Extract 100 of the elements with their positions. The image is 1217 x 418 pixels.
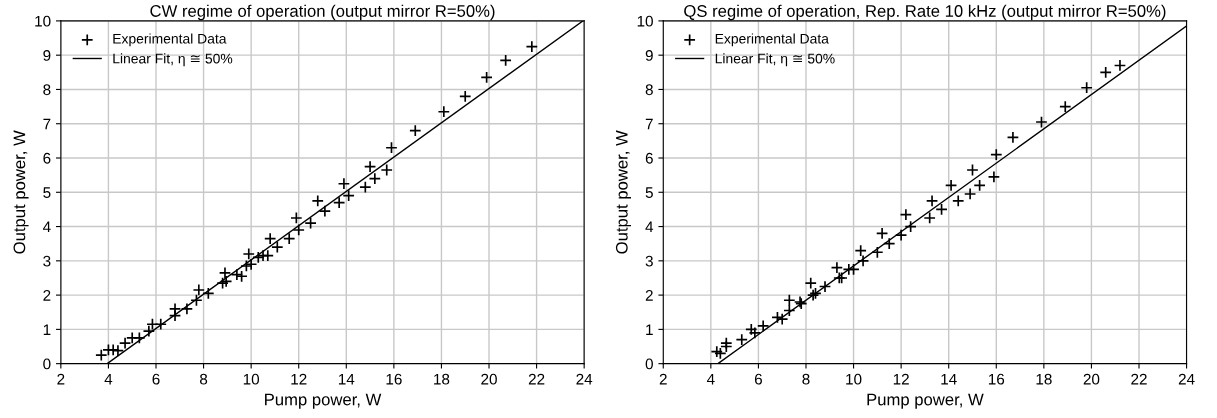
y-tick-label: 8 xyxy=(645,84,653,96)
point xyxy=(875,227,889,240)
y-tick-label: 4 xyxy=(42,221,51,233)
point xyxy=(337,177,351,190)
x-tick-label: 16 xyxy=(988,373,1005,385)
point xyxy=(745,323,758,336)
y-tick-label: 6 xyxy=(645,152,653,164)
point xyxy=(480,71,493,84)
point xyxy=(282,232,296,245)
point xyxy=(168,302,182,316)
point xyxy=(804,276,817,290)
point xyxy=(923,211,936,225)
y-tick-label: 2 xyxy=(43,289,51,301)
point xyxy=(952,194,965,208)
y-tick-label: 8 xyxy=(43,84,51,96)
point xyxy=(202,287,215,300)
x-axis-title: Pump power, W xyxy=(265,393,382,409)
point xyxy=(133,331,146,345)
legend-label: Experimental Data xyxy=(715,33,829,47)
y-tick-label: 10 xyxy=(637,15,653,27)
y-tick-label: 0 xyxy=(645,358,653,370)
point xyxy=(973,179,986,192)
point xyxy=(1113,59,1127,72)
point xyxy=(292,223,305,237)
point xyxy=(883,237,896,250)
y-tick-label: 0 xyxy=(43,358,51,370)
x-tick-label: 16 xyxy=(386,373,402,385)
point xyxy=(192,283,206,297)
point xyxy=(218,266,232,280)
point xyxy=(180,302,194,316)
y-tick-label: 4 xyxy=(645,221,654,233)
x-tick-label: 24 xyxy=(576,373,593,385)
x-tick-label: 4 xyxy=(706,373,715,385)
point xyxy=(261,249,275,262)
point xyxy=(830,261,844,274)
y-tick-label: 3 xyxy=(645,255,653,267)
point xyxy=(263,232,277,245)
point xyxy=(944,179,958,192)
y-tick-label: 5 xyxy=(43,187,51,198)
x-tick-label: 22 xyxy=(528,373,545,385)
point xyxy=(710,345,723,358)
point xyxy=(409,124,422,137)
x-tick-label: 8 xyxy=(199,373,208,385)
x-tick-label: 20 xyxy=(1083,373,1100,385)
point xyxy=(190,294,203,307)
y-tick-label: 3 xyxy=(43,255,51,267)
y-tick-label: 7 xyxy=(645,118,653,130)
y-axis-title: Output power, W xyxy=(615,130,631,254)
point xyxy=(437,105,451,118)
x-tick-label: 4 xyxy=(104,373,113,385)
point xyxy=(899,208,913,221)
point xyxy=(1080,81,1093,94)
point xyxy=(854,244,867,257)
point xyxy=(856,254,870,268)
chart-title: CW regime of operation (output mirror R=50%) xyxy=(150,4,495,21)
point xyxy=(818,280,832,293)
point xyxy=(242,247,255,261)
x-tick-label: 6 xyxy=(152,373,160,385)
point xyxy=(154,318,167,331)
point xyxy=(230,268,244,281)
point xyxy=(311,194,324,208)
point xyxy=(990,148,1003,161)
x-tick-label: 2 xyxy=(659,373,667,385)
point xyxy=(735,333,748,346)
point xyxy=(1006,131,1020,144)
x-tick-label: 18 xyxy=(434,373,450,385)
point xyxy=(1059,100,1072,113)
point xyxy=(359,180,372,194)
point xyxy=(318,204,332,218)
point xyxy=(963,187,977,201)
x-tick-label: 12 xyxy=(291,373,307,385)
point xyxy=(459,90,472,103)
point xyxy=(332,196,346,209)
legend-label: Linear Fit, η ≅ 50% xyxy=(715,53,835,67)
y-tick-label: 9 xyxy=(43,50,51,61)
point xyxy=(342,189,355,202)
point xyxy=(935,203,948,216)
y-tick-label: 2 xyxy=(645,289,653,301)
x-tick-label: 24 xyxy=(1178,373,1195,385)
legend-label: Linear Fit, η ≅ 50% xyxy=(113,53,233,67)
x-tick-label: 14 xyxy=(338,373,355,385)
point xyxy=(871,246,884,259)
x-axis-title: Pump power, W xyxy=(867,393,984,409)
point xyxy=(380,163,393,177)
point xyxy=(235,270,248,283)
point xyxy=(304,216,317,230)
y-tick-label: 7 xyxy=(43,118,51,130)
point xyxy=(987,170,1001,184)
point xyxy=(290,211,303,225)
chart-title: QS regime of operation, Rep. Rate 10 kHz (output mirror R=50%) xyxy=(684,4,1166,21)
point xyxy=(925,194,939,208)
x-tick-label: 20 xyxy=(481,373,497,385)
point xyxy=(499,54,512,67)
point xyxy=(363,160,377,173)
x-tick-label: 10 xyxy=(846,373,862,385)
point xyxy=(368,172,382,185)
point xyxy=(966,163,979,177)
legend-label: Experimental Data xyxy=(113,33,227,47)
point xyxy=(240,259,253,273)
x-tick-label: 18 xyxy=(1036,373,1052,385)
